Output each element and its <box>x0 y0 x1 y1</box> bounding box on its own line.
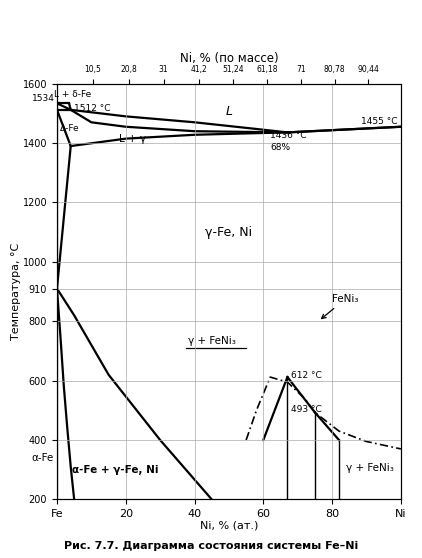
Text: Δ-Fe: Δ-Fe <box>60 124 80 133</box>
Text: γ + FeNi₃: γ + FeNi₃ <box>188 336 235 347</box>
Text: 1534: 1534 <box>32 94 55 103</box>
Text: L: L <box>225 105 233 118</box>
Text: 1436 °C: 1436 °C <box>270 131 307 140</box>
Text: α-Fe: α-Fe <box>31 453 54 463</box>
Text: FeNi₃: FeNi₃ <box>322 294 359 319</box>
Text: 1455 °C: 1455 °C <box>361 117 398 126</box>
Text: 1512 °C: 1512 °C <box>74 104 111 113</box>
Text: L + γ: L + γ <box>119 133 146 143</box>
X-axis label: Ni, % (ат.): Ni, % (ат.) <box>200 521 258 531</box>
Text: L + δ-Fe: L + δ-Fe <box>54 90 91 99</box>
Text: 493 °C: 493 °C <box>291 405 322 414</box>
Text: Рис. 7.7. Диаграмма состояния системы Fe–Ni: Рис. 7.7. Диаграмма состояния системы Fe… <box>64 541 358 551</box>
Text: 68%: 68% <box>270 143 290 152</box>
Text: γ-Fe, Ni: γ-Fe, Ni <box>206 225 252 239</box>
Text: 612 °C: 612 °C <box>291 371 322 380</box>
Text: γ + FeNi₃: γ + FeNi₃ <box>346 463 394 473</box>
Text: α-Fe + γ-Fe, Ni: α-Fe + γ-Fe, Ni <box>72 465 159 475</box>
Y-axis label: Температура, °С: Температура, °С <box>11 243 21 340</box>
X-axis label: Ni, % (по массе): Ni, % (по массе) <box>180 52 278 65</box>
